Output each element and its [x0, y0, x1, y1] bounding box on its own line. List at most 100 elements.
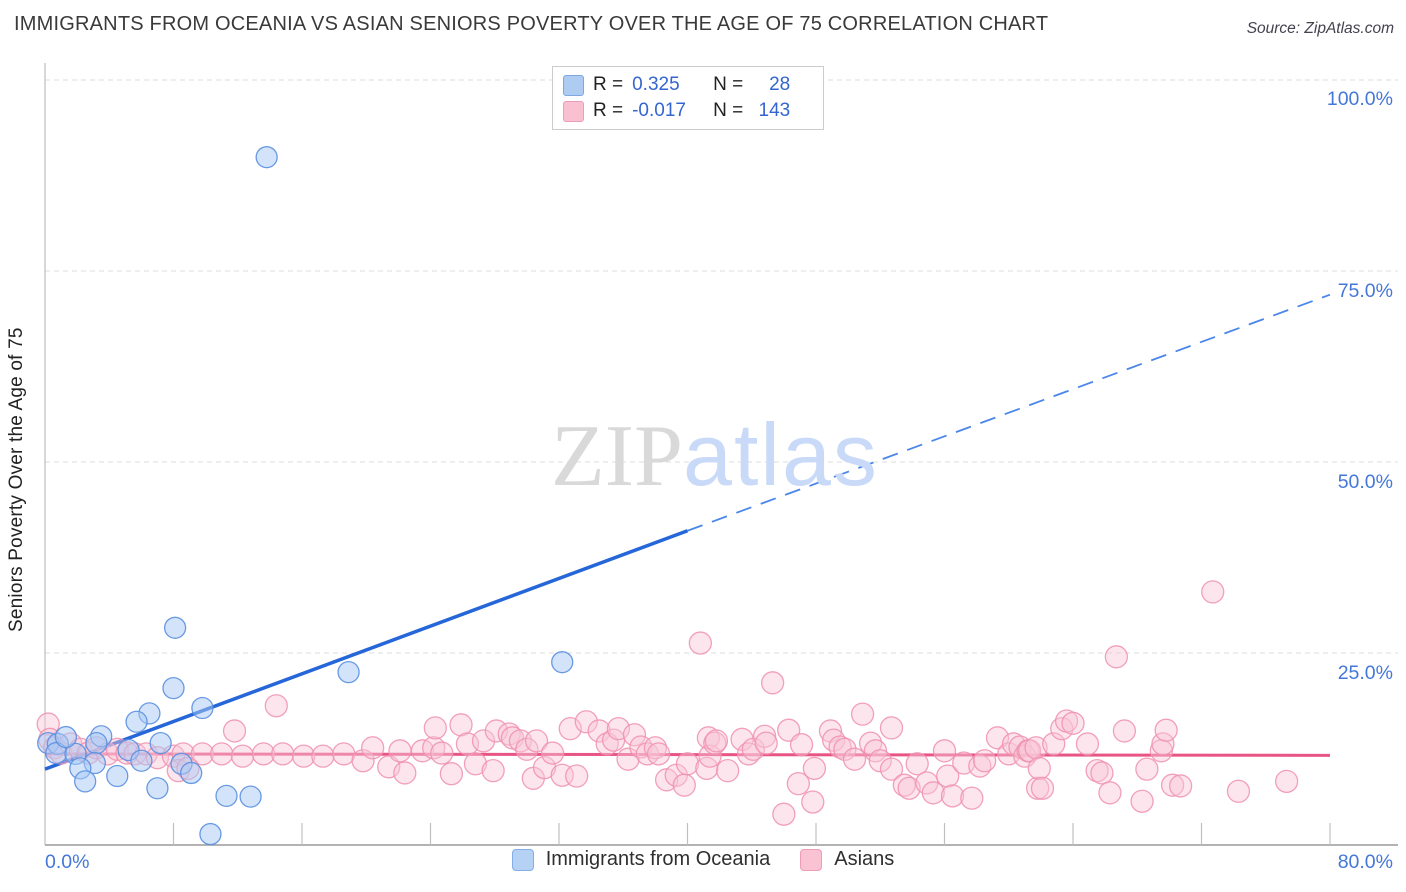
- oceania-trend-line-dashed-extrapolation: [687, 293, 1331, 532]
- legend-item-oceania: Immigrants from Oceania: [511, 848, 770, 871]
- asians-scatter-point: [1168, 774, 1193, 798]
- asians-scatter-point: [565, 764, 589, 788]
- asians-scatter-point: [1201, 580, 1225, 604]
- y-axis-title: Seniors Poverty Over the Age of 75: [6, 327, 27, 633]
- asians-scatter-point: [351, 749, 375, 773]
- asians-scatter-point: [1042, 732, 1066, 756]
- asians-scatter-point: [230, 744, 255, 768]
- asians-scatter-point: [1112, 719, 1137, 743]
- asians-scatter-point: [940, 784, 965, 808]
- asians-scatter-point: [646, 742, 671, 766]
- oceania-trend-line-solid: [44, 529, 689, 771]
- x-axis-min-label: 0.0%: [45, 851, 90, 873]
- asians-scatter-point: [643, 736, 668, 760]
- asians-scatter-point: [291, 744, 316, 768]
- y-tick-label-50: 50.0%: [1337, 471, 1393, 493]
- asians-scatter-point: [587, 719, 611, 743]
- n-label: N =: [713, 74, 744, 95]
- blue-series-swatch: [563, 74, 584, 96]
- n-value-oceania: 28: [769, 74, 791, 95]
- asians-scatter-point: [574, 710, 598, 734]
- pink-series-swatch: [563, 100, 584, 122]
- asians-scatter-point: [672, 773, 696, 797]
- asians-scatter-point: [423, 716, 447, 740]
- asians-scatter-point: [251, 742, 276, 766]
- asians-scatter-point: [960, 786, 984, 810]
- asians-scatter-point: [430, 741, 454, 765]
- asians-scatter-point: [1090, 761, 1114, 785]
- asians-scatter-point: [524, 729, 549, 753]
- oceania-scatter-point: [180, 761, 203, 785]
- asians-scatter-point: [481, 759, 505, 783]
- oceania-scatter-point: [163, 616, 187, 639]
- oceania-scatter-point: [199, 822, 222, 846]
- asians-scatter-point: [921, 781, 945, 805]
- oceania-scatter-point: [125, 710, 148, 733]
- asians-scatter-point: [879, 757, 904, 781]
- oceania-scatter-point: [54, 725, 78, 749]
- asians-scatter-point: [311, 744, 335, 768]
- asians-legend-swatch: [800, 848, 823, 871]
- r-value-oceania: 0.325: [632, 74, 680, 95]
- asians-trend-line: [44, 752, 1331, 757]
- asians-scatter-point: [760, 671, 785, 695]
- asians-scatter-point: [789, 733, 814, 757]
- asians-scatter-point: [1027, 756, 1051, 781]
- asians-scatter-point: [497, 722, 521, 746]
- oceania-scatter-point: [149, 732, 172, 755]
- legend-row-oceania: R = 0.325 N = 28: [563, 74, 813, 96]
- asians-scatter-point: [716, 759, 740, 783]
- asians-scatter-point: [879, 716, 904, 740]
- asians-scatter-point: [1151, 732, 1175, 756]
- r-label: R =: [593, 100, 624, 121]
- bottom-legend: Immigrants from Oceania Asians: [0, 848, 1406, 871]
- asians-scatter-point: [675, 752, 700, 776]
- oceania-scatter-point: [130, 749, 153, 772]
- asians-scatter-point: [532, 755, 557, 780]
- asians-scatter-point: [833, 737, 857, 761]
- asians-scatter-point: [1030, 776, 1055, 800]
- r-value-asians: -0.017: [632, 100, 686, 121]
- chart-title: IMMIGRANTS FROM OCEANIA VS ASIAN SENIORS…: [14, 13, 1049, 35]
- asians-scatter-point: [449, 713, 473, 737]
- asians-scatter-point: [264, 694, 288, 718]
- correlation-legend-box: R = 0.325 N = 28 R = -0.017 N = 143: [552, 66, 824, 130]
- legend-row-asians: R = -0.017 N = 143: [563, 100, 813, 122]
- asians-scatter-point: [802, 756, 827, 781]
- asians-scatter-point: [897, 776, 921, 800]
- oceania-scatter-point: [255, 146, 278, 169]
- asians-scatter-point: [622, 723, 647, 747]
- oceania-scatter-point: [551, 651, 574, 674]
- oceania-scatter-point: [106, 764, 129, 788]
- n-value-asians: 143: [758, 100, 791, 121]
- asians-scatter-point: [616, 747, 640, 771]
- asians-scatter-point: [688, 631, 712, 655]
- asians-scatter-point: [1226, 779, 1251, 803]
- oceania-scatter-point: [215, 784, 238, 808]
- asians-scatter-point: [1274, 769, 1299, 794]
- asians-scatter-point: [1024, 736, 1048, 760]
- oceania-scatter-point: [85, 732, 108, 755]
- asians-scatter-point: [842, 747, 867, 771]
- x-axis-max-label: 80.0%: [1337, 851, 1393, 873]
- asians-scatter-point: [540, 741, 565, 765]
- asians-scatter-point: [1061, 711, 1085, 735]
- asians-scatter-point: [932, 739, 957, 763]
- asians-scatter-point: [439, 762, 464, 786]
- n-label: N =: [713, 100, 744, 121]
- y-tick-label-75: 75.0%: [1337, 280, 1393, 302]
- asians-scatter-point: [973, 749, 997, 773]
- asians-scatter-point: [222, 719, 247, 743]
- oceania-scatter-point: [239, 785, 262, 808]
- y-tick-label-25: 25.0%: [1337, 662, 1393, 684]
- asians-scatter-point: [704, 729, 729, 753]
- asians-scatter-point: [393, 761, 417, 785]
- oceania-legend-swatch: [511, 848, 534, 871]
- asians-scatter-point: [361, 736, 385, 760]
- asians-scatter-point: [1104, 645, 1129, 669]
- asians-scatter-point: [463, 752, 488, 776]
- asians-scatter-point: [471, 729, 496, 753]
- oceania-scatter-point: [191, 696, 214, 720]
